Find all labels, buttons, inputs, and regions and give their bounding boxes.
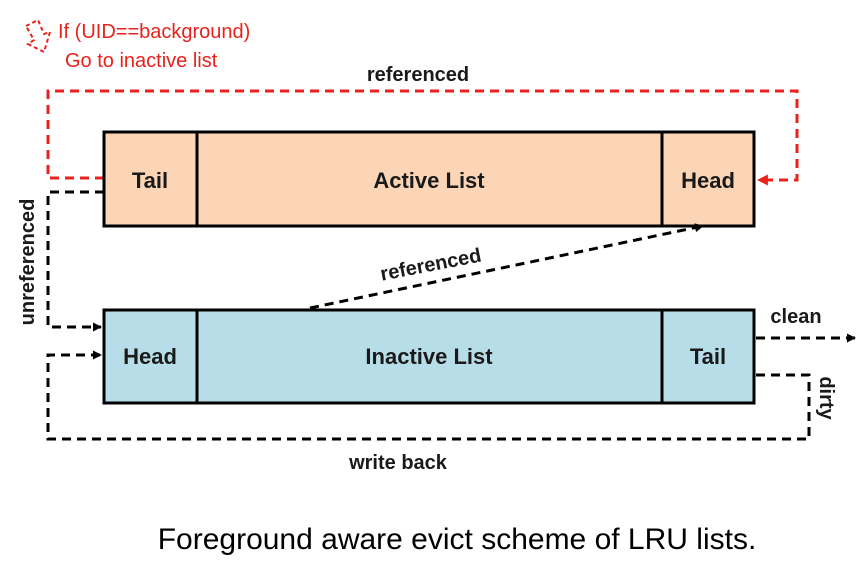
note-line-2: Go to inactive list [65, 50, 218, 72]
active-list-label: Active List [373, 168, 485, 193]
background-note: If (UID==background) Go to inactive list [24, 18, 250, 72]
unreferenced-arrow [46, 190, 104, 332]
diagonal-referenced-label: referenced [379, 245, 484, 286]
inactive-list-box [102, 308, 756, 405]
active-head-label: Head [681, 168, 735, 193]
top-referenced-label: referenced [367, 64, 469, 86]
dirty-label: dirty [815, 376, 837, 420]
inactive-list-label: Inactive List [365, 344, 493, 369]
write-back-label: write back [348, 452, 448, 474]
dashed-arrow-icon [24, 18, 52, 54]
inactive-tail-label: Tail [690, 344, 726, 369]
inactive-list: Head Inactive List Tail [102, 308, 756, 405]
red-referenced-arrow [46, 89, 799, 186]
active-tail-label: Tail [132, 168, 168, 193]
active-list: Tail Active List Head [102, 130, 756, 228]
write-back-arrow [46, 350, 811, 441]
note-line-1: If (UID==background) [58, 21, 250, 43]
clean-label: clean [770, 306, 821, 328]
active-list-box [102, 130, 756, 228]
unreferenced-label: unreferenced [17, 199, 39, 326]
figure-caption: Foreground aware evict scheme of LRU lis… [158, 523, 757, 556]
inactive-head-label: Head [123, 344, 177, 369]
diagonal-referenced-arrow [309, 223, 704, 310]
